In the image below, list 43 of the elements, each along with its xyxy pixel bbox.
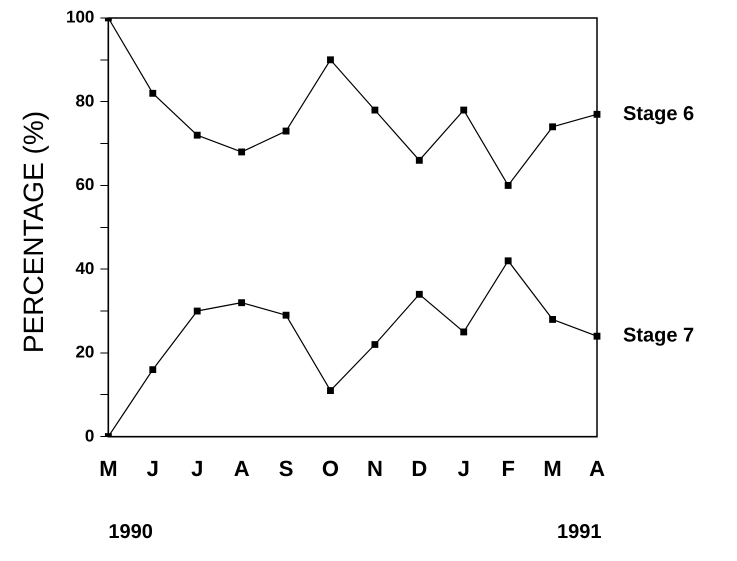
x-tick-label: J (458, 456, 470, 481)
point (149, 366, 156, 374)
point (149, 90, 156, 97)
point (238, 148, 246, 156)
point (194, 132, 201, 139)
y-tick-label: 0 (84, 426, 94, 446)
point (549, 316, 556, 323)
point (416, 156, 423, 164)
series-label: Stage 7 (623, 324, 694, 347)
x-tick-label: S (278, 456, 294, 481)
point (282, 128, 290, 134)
point (416, 290, 423, 298)
x-tick-label: M (99, 456, 118, 481)
x-tick-label: M (543, 456, 562, 481)
point (549, 123, 556, 130)
x-tick-label: J (191, 456, 204, 481)
point (238, 299, 246, 306)
point (282, 312, 290, 319)
y-tick-label: 60 (75, 175, 94, 194)
y-tick-label: 40 (75, 258, 94, 278)
point (327, 56, 334, 64)
text: 1991 (556, 521, 602, 544)
point (371, 106, 378, 114)
series-label: Stage 6 (623, 102, 694, 125)
point (504, 182, 512, 189)
y-tick-label: 100 (66, 8, 94, 27)
x-tick-label: A (589, 456, 606, 481)
point (460, 106, 468, 114)
point (327, 387, 334, 394)
x-tick-label: D (411, 456, 428, 481)
x-tick-label: A (234, 456, 250, 481)
y-tick-label: 80 (75, 91, 94, 110)
point (460, 328, 468, 336)
x-tick-label: F (501, 456, 515, 481)
y-tick-label: 20 (75, 342, 94, 362)
x-tick-label: J (146, 456, 159, 481)
point (194, 308, 201, 314)
x-tick-label: N (366, 456, 383, 481)
text: 1990 (108, 521, 153, 544)
point (504, 257, 512, 264)
x-tick-label: O (322, 456, 340, 481)
y-axis-title: PERCENTAGE (%) (18, 110, 50, 354)
point (371, 341, 378, 348)
